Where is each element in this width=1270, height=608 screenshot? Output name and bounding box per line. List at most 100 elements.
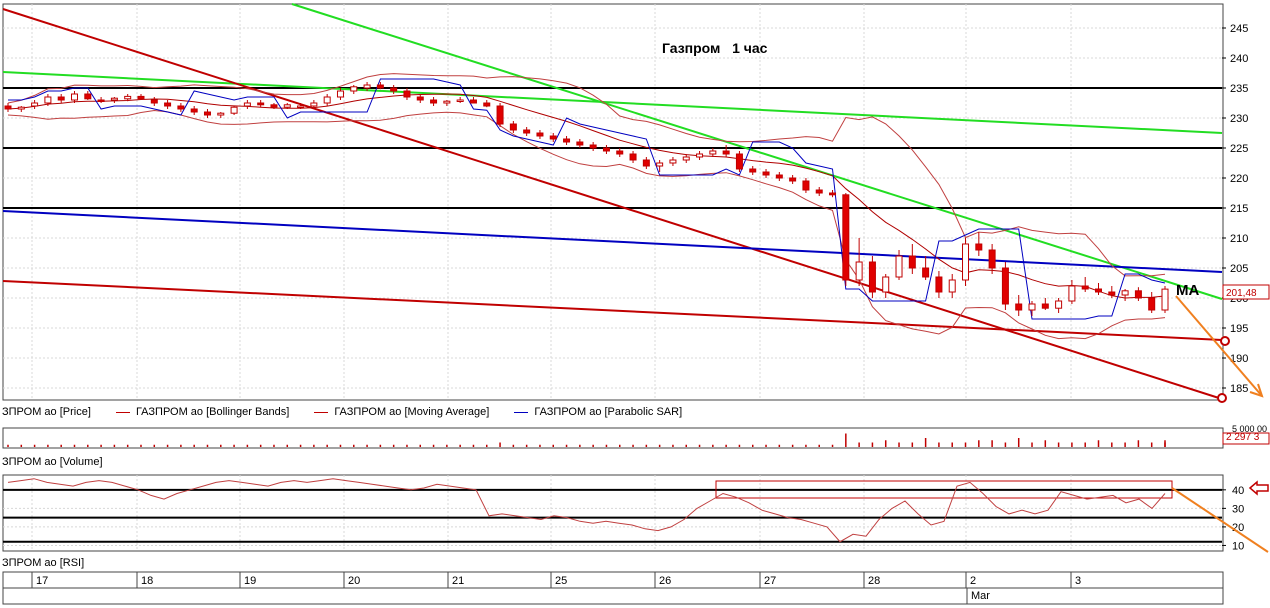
- volume-bars: [7, 433, 1166, 447]
- candle: [70, 91, 78, 103]
- candle: [150, 97, 158, 106]
- green-trendline-shallow: [2, 71, 1223, 134]
- candle: [496, 103, 504, 127]
- green-trendline-steep: [291, 3, 1223, 300]
- rsi-gridlines: [3, 475, 1222, 551]
- price-tick-label: 190: [1230, 353, 1248, 365]
- candle: [948, 274, 956, 298]
- candle: [363, 82, 371, 91]
- candle: [789, 175, 797, 184]
- red-left-arrow: [1248, 480, 1269, 496]
- candle: [1134, 287, 1142, 301]
- price-tick-label: 195: [1230, 323, 1248, 335]
- price-tick-label: 240: [1230, 53, 1248, 65]
- candle: [283, 103, 291, 109]
- candle: [84, 91, 92, 100]
- candle: [1081, 277, 1089, 292]
- candle: [483, 100, 491, 108]
- date-tick-label: 28: [868, 575, 880, 587]
- candle: [642, 157, 650, 169]
- rsi-tick-label: 30: [1232, 503, 1244, 515]
- candle: [1148, 292, 1156, 313]
- candle: [722, 145, 730, 157]
- date-tick-label: 27: [764, 575, 776, 587]
- candle: [376, 82, 384, 90]
- candle: [962, 238, 970, 286]
- candle: [563, 136, 571, 145]
- candle: [1015, 295, 1023, 316]
- candle: [775, 172, 783, 181]
- price-tick-label: 235: [1230, 83, 1248, 95]
- orange-arrow-rsi: [1171, 487, 1269, 553]
- candle: [177, 103, 185, 112]
- candle: [602, 145, 610, 154]
- target-circle-upper: [1220, 336, 1230, 346]
- price-tick-label: 210: [1230, 233, 1248, 245]
- candle: [1161, 286, 1169, 313]
- candle: [536, 130, 544, 139]
- candle: [589, 142, 597, 151]
- candle: [576, 139, 584, 148]
- date-tick-label: 25: [555, 575, 567, 587]
- price-legend: ЗПРОМ ао [Price] ГАЗПРОМ ао [Bollinger B…: [2, 406, 682, 418]
- legend-moving-average: ГАЗПРОМ ао [Moving Average]: [334, 406, 490, 418]
- candle: [815, 187, 823, 196]
- price-tick-label: 225: [1230, 143, 1248, 155]
- candle: [1108, 286, 1116, 298]
- time-axis-labels: 17 18 19 20 21 25 26 27 28 2 3: [31, 572, 1081, 588]
- candle: [31, 100, 39, 109]
- candle: [1095, 283, 1103, 295]
- candle: [935, 271, 943, 298]
- candle: [403, 88, 411, 100]
- candle: [895, 250, 903, 280]
- candle: [190, 106, 198, 115]
- bollinger-lower: [7, 109, 1166, 340]
- candle: [310, 100, 318, 109]
- volume-max-label: 5 000 00: [1232, 424, 1268, 434]
- date-tick-label: 3: [1075, 575, 1081, 587]
- candle: [842, 193, 850, 286]
- date-tick-label: 2: [970, 575, 976, 587]
- candle: [1068, 280, 1076, 304]
- indicator-lines: [7, 73, 1166, 340]
- bollinger-upper: [7, 73, 1166, 277]
- candle: [17, 106, 25, 112]
- volume-legend: ЗПРОМ ао [Volume]: [2, 456, 103, 468]
- candlesticks: [4, 82, 1169, 316]
- rsi-panel: [2, 474, 1224, 552]
- candle: [243, 100, 251, 109]
- candle: [523, 127, 531, 136]
- candle: [57, 94, 65, 103]
- price-levels: [3, 87, 1222, 209]
- date-tick-label: 19: [244, 575, 256, 587]
- price-tick-label: 245: [1230, 23, 1248, 35]
- candle: [922, 256, 930, 280]
- chart-title: Газпром 1 час: [662, 40, 768, 56]
- ma-label: MA: [1176, 282, 1199, 299]
- candle: [882, 274, 890, 298]
- candle: [749, 166, 757, 175]
- darkred-trendline-steep: [2, 8, 1223, 400]
- candle: [988, 244, 996, 274]
- rsi-line: [7, 478, 1166, 543]
- candle: [323, 94, 331, 106]
- trendlines: [2, 3, 1223, 400]
- candle: [336, 88, 344, 100]
- rsi-tick-label: 40: [1232, 485, 1244, 497]
- darkred-trendline-lower: [2, 280, 1223, 341]
- candle: [164, 100, 172, 109]
- legend-parabolic-sar: ГАЗПРОМ ао [Parabolic SAR]: [534, 406, 683, 418]
- candle: [270, 103, 278, 109]
- candle: [443, 100, 451, 106]
- candle: [1028, 301, 1036, 316]
- volume-badge-box: [1222, 432, 1270, 445]
- candle: [802, 178, 810, 193]
- price-axis: 185190195200205210215220225230235240245: [1222, 23, 1248, 395]
- candle: [390, 85, 398, 94]
- price-badge: 201,48: [1226, 288, 1257, 299]
- blue-trendline: [2, 210, 1223, 273]
- candle: [44, 94, 52, 106]
- price-tick-label: 230: [1230, 113, 1248, 125]
- candle: [762, 169, 770, 178]
